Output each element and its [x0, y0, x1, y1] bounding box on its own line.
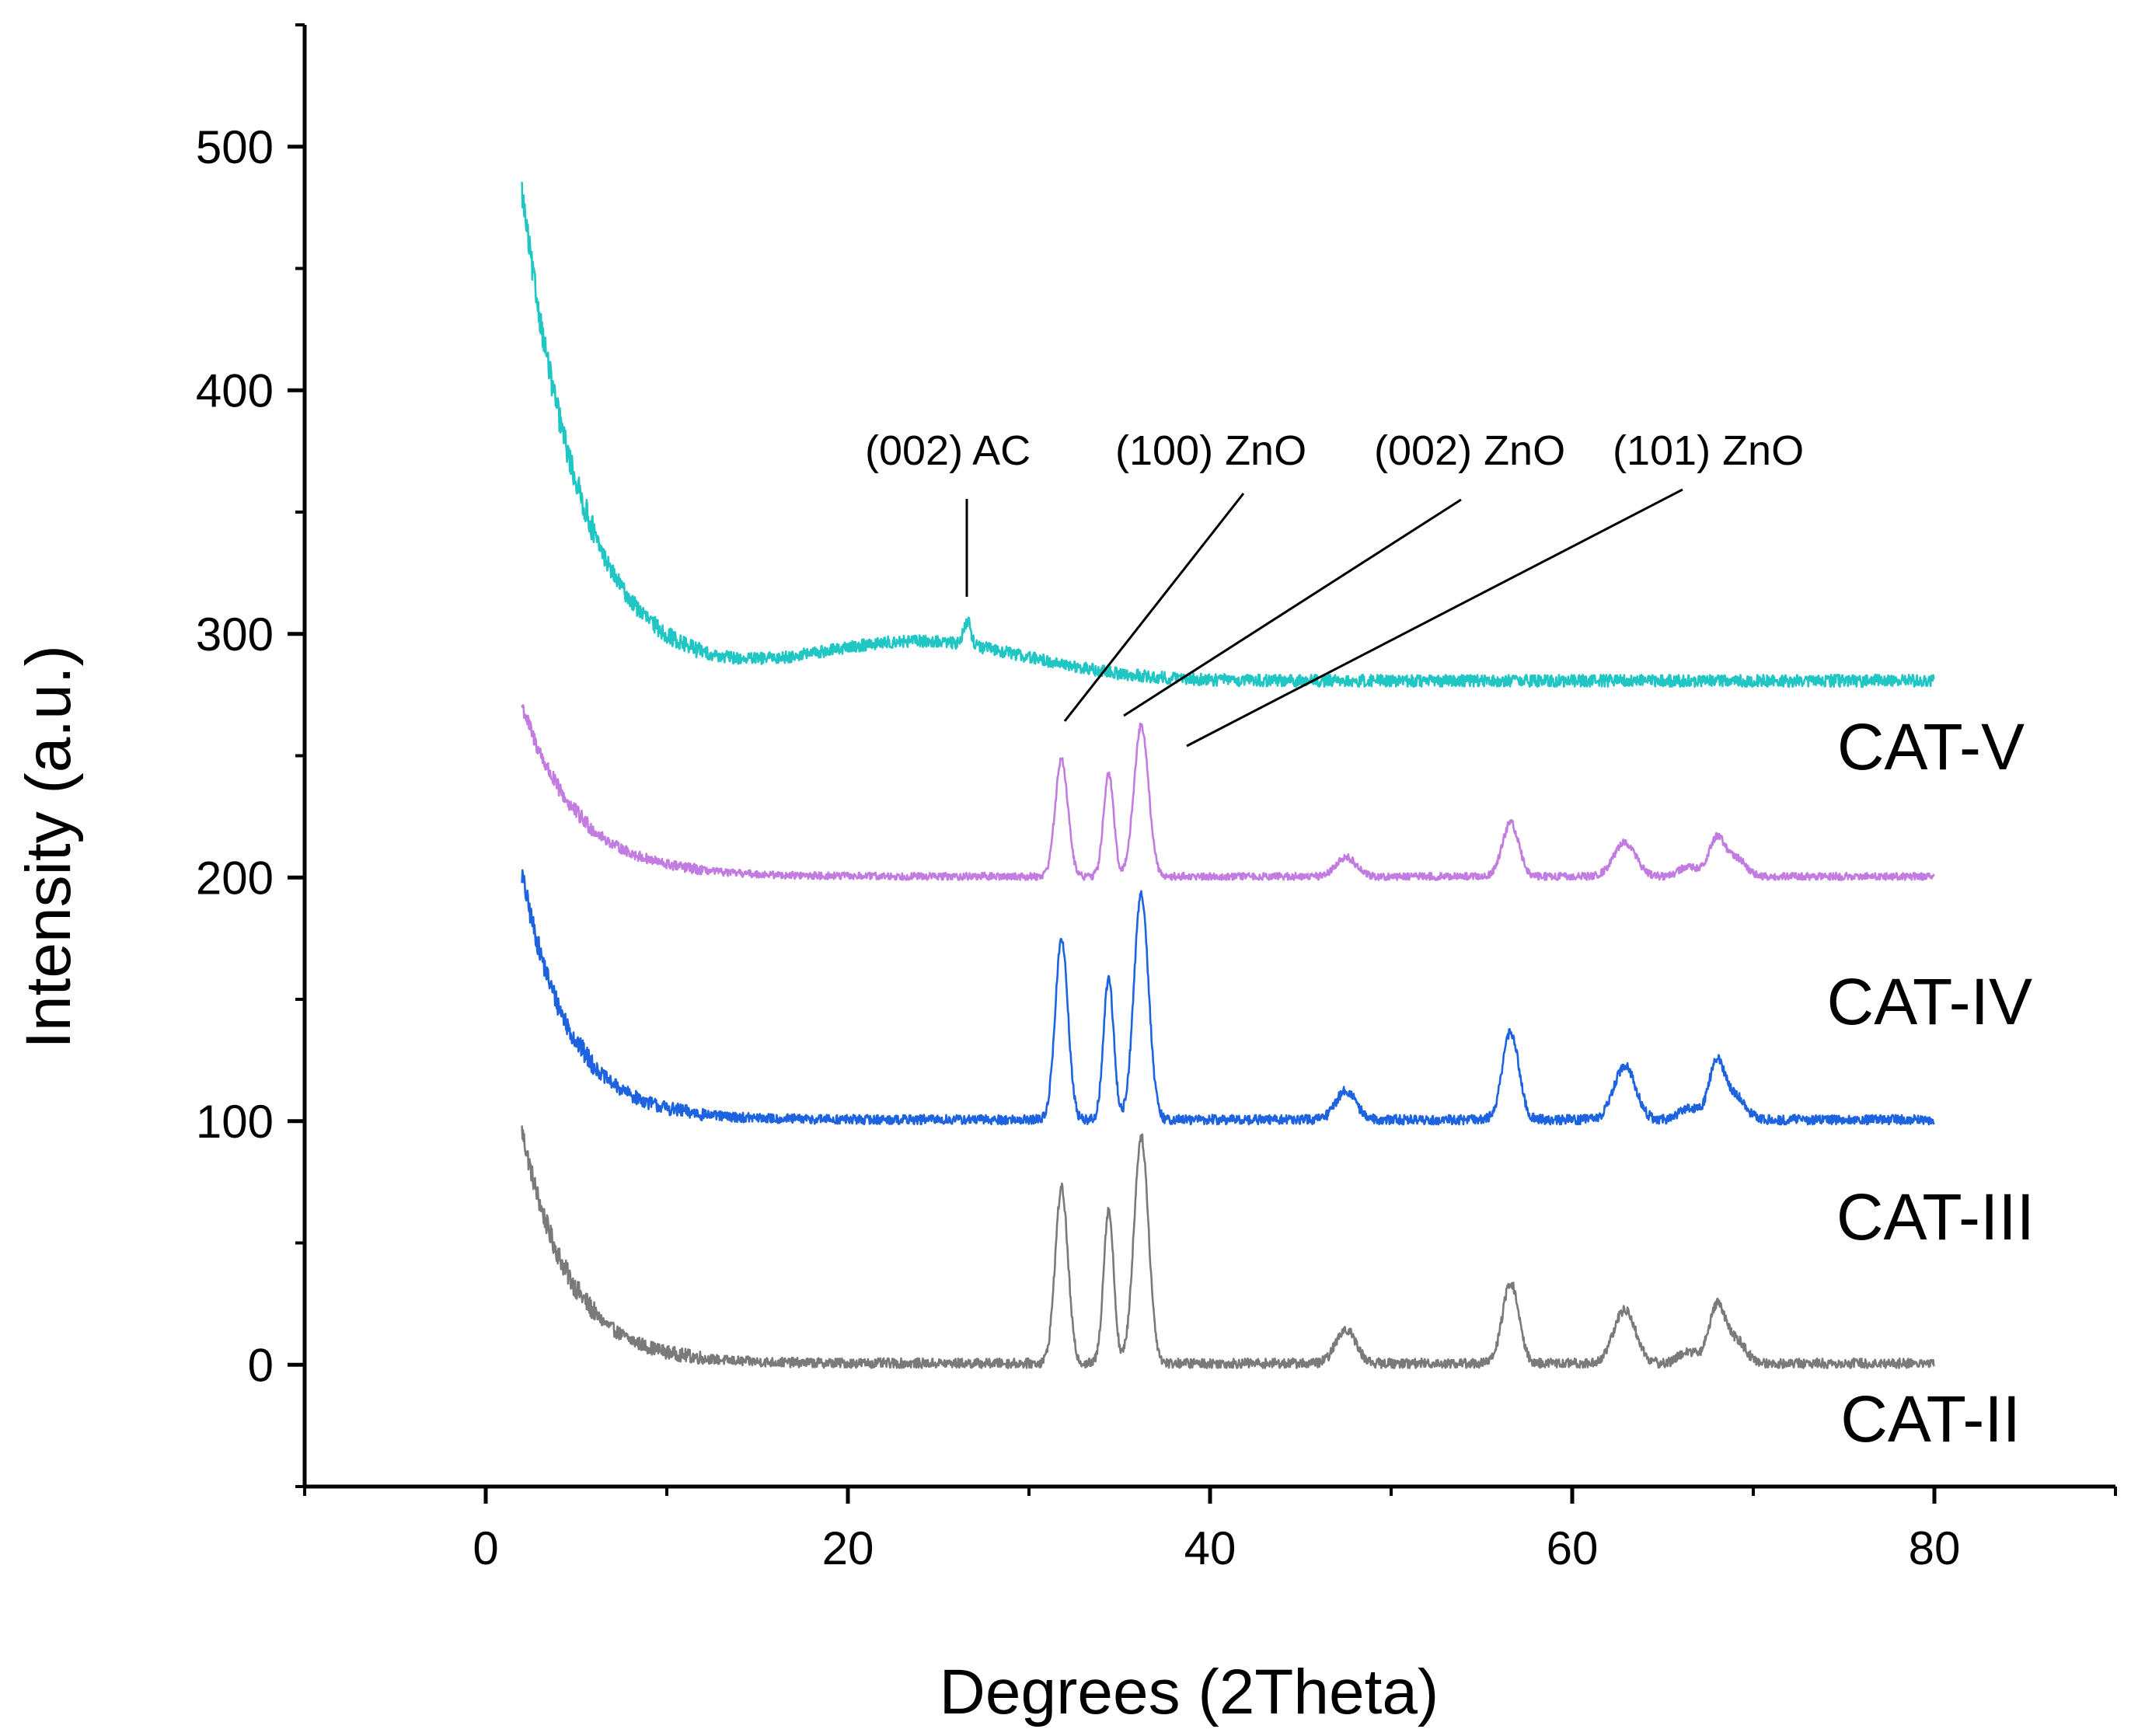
- y-tick-label: 200: [196, 852, 274, 904]
- annotation-line-100-zno: [1063, 493, 1245, 722]
- y-tick-label: 500: [196, 121, 274, 173]
- x-tick-label: 80: [1909, 1522, 1961, 1574]
- x-tick-label: 0: [473, 1522, 498, 1574]
- y-tick-label: 100: [196, 1096, 274, 1148]
- series-labels: CAT-V CAT-IV CAT-III CAT-II: [1827, 710, 2035, 1455]
- x-tick-label: 60: [1547, 1522, 1599, 1574]
- y-ticks: 0 100 200 300 400 500: [196, 23, 305, 1488]
- series-line-cat-iii: [521, 869, 1935, 1126]
- annotation-002-zno: (002) ZnO: [1374, 427, 1565, 474]
- x-tick-label: 20: [822, 1522, 874, 1574]
- y-tick-label: 300: [196, 608, 274, 661]
- y-tick-label: 0: [248, 1339, 274, 1391]
- series-label-cat-iii: CAT-III: [1836, 1180, 2035, 1253]
- y-axis-title: Intensity (a.u.): [13, 645, 84, 1049]
- annotation-100-zno: (100) ZnO: [1115, 427, 1306, 474]
- y-tick-label: 400: [196, 364, 274, 417]
- series-label-cat-iv: CAT-IV: [1827, 965, 2032, 1038]
- annotation-line-002-zno: [1123, 498, 1462, 717]
- x-ticks: 0 20 40 60 80: [303, 1487, 2117, 1574]
- series-label-cat-v: CAT-V: [1837, 710, 2025, 783]
- annotation-101-zno: (101) ZnO: [1613, 427, 1804, 474]
- series-line-cat-v: [521, 182, 1935, 688]
- series-line-cat-ii: [521, 1125, 1935, 1369]
- annotation-line-101-zno: [1186, 488, 1683, 748]
- series-line-cat-iv: [521, 704, 1935, 881]
- x-axis-title: Degrees (2Theta): [940, 1657, 1439, 1727]
- peak-annotations: (002) AC (100) ZnO (002) ZnO (101) ZnO: [865, 427, 1804, 474]
- axes: 0 100 200 300 400 500 0 20 40 60 80: [196, 23, 2117, 1574]
- series-label-cat-ii: CAT-II: [1840, 1382, 2021, 1455]
- x-tick-label: 40: [1184, 1522, 1236, 1574]
- annotation-002-ac: (002) AC: [865, 427, 1031, 474]
- series-traces: [521, 182, 1935, 1369]
- annotation-leader-lines: [965, 488, 1683, 748]
